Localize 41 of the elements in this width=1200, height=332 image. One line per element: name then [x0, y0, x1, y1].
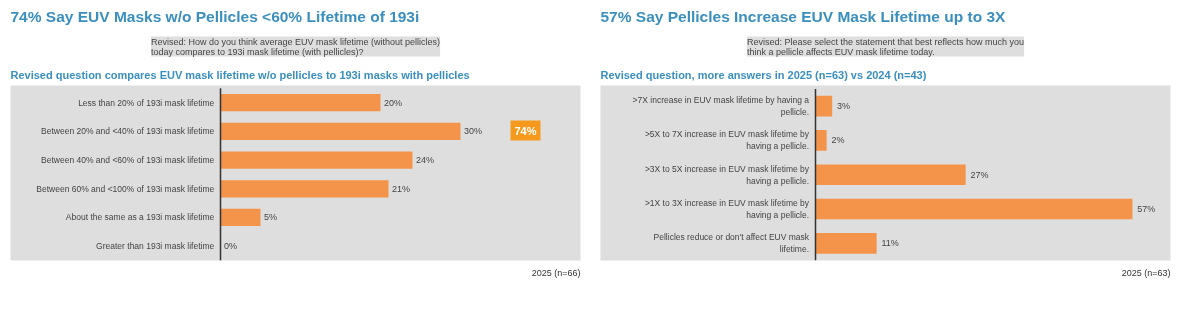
data-label: 27% [970, 169, 989, 180]
data-label: 57% [1137, 204, 1156, 215]
data-label: 11% [881, 238, 899, 249]
bar [815, 233, 877, 254]
text: Revised: Please select the statement that best reflects how much you think a pellicle affects EUV mask lifetime today. [746, 36, 1025, 57]
y-tick-label: About the same as a 193i mask lifetime [65, 212, 215, 223]
y-tick-label: Pellicles reduce or don't affect EUV mask lifetime. [653, 232, 810, 255]
text: 74% [514, 124, 537, 137]
bar [815, 198, 1133, 220]
bar [220, 122, 461, 141]
text: Revised: How do you think average EUV mask lifetime (without pellicles) today compares to 193i mask lifetime (with pellicles)? [150, 36, 441, 57]
chart-title: 57% Say Pellicles Increase EUV Mask Lifetime up to 3X [600, 7, 1007, 25]
y-tick-label: Greater than 193i mask lifetime [96, 241, 215, 252]
data-label: 30% [464, 126, 483, 137]
y-tick-label: Between 60% and <100% of 193i mask lifetime [36, 183, 215, 194]
bar [815, 95, 833, 117]
y-tick-label: Less than 20% of 193i mask lifetime [78, 97, 215, 108]
bar [815, 130, 827, 151]
data-label: 0% [224, 241, 238, 252]
y-tick-label: >7X increase in EUV mask lifetime by having a pellicle. [632, 95, 810, 118]
bar [220, 208, 261, 227]
y-tick-label: >1X to 3X increase in EUV mask lifetime by having a pellicle. [644, 198, 810, 221]
chart-subtitle: Revised question, more answers in 2025 (n=63) vs 2024 (n=43) [600, 68, 927, 81]
chart-title: 74% Say EUV Masks w/o Pellicles <60% Lifetime of 193i [10, 7, 420, 25]
y-tick-label: >3X to 5X increase in EUV mask lifetime by having a pellicle. [644, 163, 810, 186]
y-tick-label: Between 40% and <60% of 193i mask lifetime [41, 155, 215, 166]
data-label: 20% [384, 97, 403, 108]
data-label: 24% [416, 155, 435, 166]
text: 2025 (n=66) [531, 267, 581, 278]
bar [220, 180, 389, 198]
bar [815, 164, 966, 186]
data-label: 21% [392, 183, 411, 194]
data-label: 5% [264, 212, 278, 223]
bar [220, 94, 381, 112]
y-tick-label: Between 20% and <40% of 193i mask lifetime [41, 126, 215, 137]
data-label: 2% [831, 135, 845, 146]
chart-subtitle: Revised question compares EUV mask lifetime w/o pellicles to 193i masks with pellicles [10, 68, 470, 81]
text: 2025 (n=63) [1121, 267, 1171, 278]
bar [220, 151, 413, 169]
y-tick-label: >5X to 7X increase in EUV mask lifetime by having a pellicle. [644, 129, 810, 152]
data-label: 3% [836, 101, 850, 112]
